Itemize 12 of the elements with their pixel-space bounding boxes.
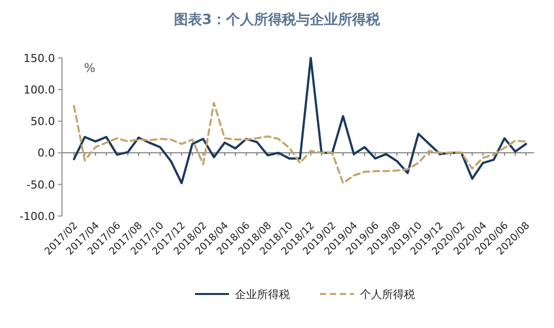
y-tick-label: 50.0	[30, 115, 55, 128]
y-axis-title: %	[84, 61, 96, 75]
y-tick-label: 150.0	[24, 52, 55, 65]
line-series	[73, 102, 527, 184]
legend-label: 个人所得税	[360, 288, 415, 301]
chart-title: 图表3：个人所得税与企业所得税	[174, 11, 381, 28]
y-tick-label: -50.0	[26, 178, 55, 192]
y-tick-label: -100.0	[20, 210, 55, 223]
line-series	[72, 56, 528, 184]
y-tick-label: 0.0	[38, 146, 55, 160]
y-tick-label: 100.0	[24, 83, 55, 96]
legend-label: 企业所得税	[235, 288, 290, 301]
